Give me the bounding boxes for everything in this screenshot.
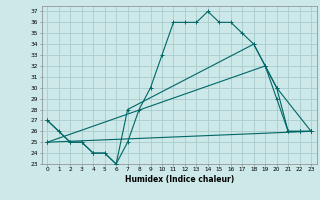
X-axis label: Humidex (Indice chaleur): Humidex (Indice chaleur) <box>124 175 234 184</box>
